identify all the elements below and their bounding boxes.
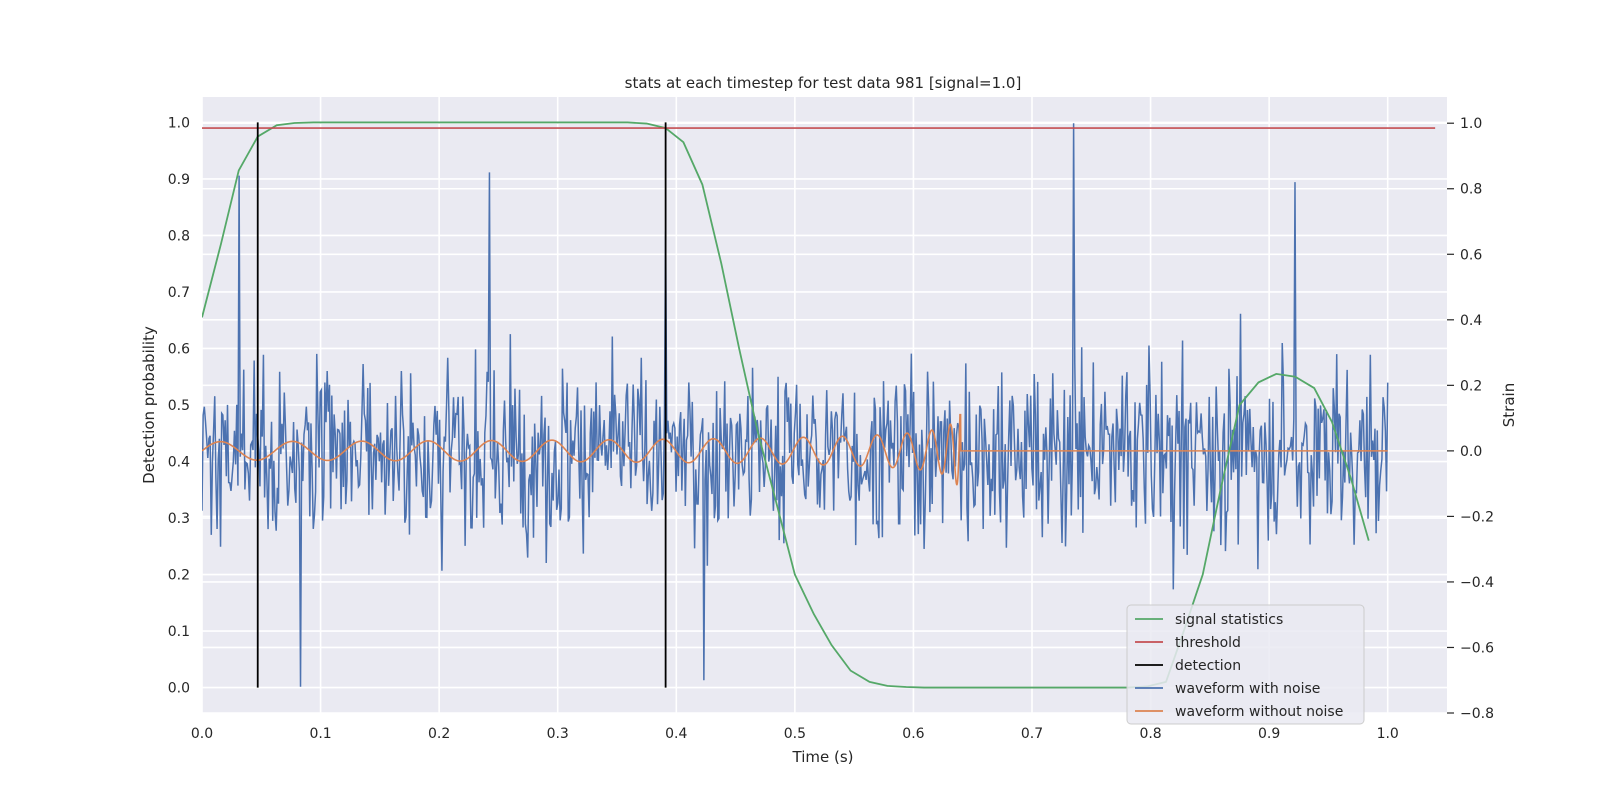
x-tick-label: 0.4 bbox=[665, 726, 687, 742]
y-right-tick-label: 1.0 bbox=[1460, 116, 1482, 132]
legend-entry: waveform without noise bbox=[1175, 704, 1343, 720]
legend-entry: detection bbox=[1175, 658, 1241, 674]
y-right-tick-label: −0.6 bbox=[1460, 640, 1494, 656]
y-right-tick-label: 0.8 bbox=[1460, 182, 1482, 198]
x-axis-label: Time (s) bbox=[792, 748, 854, 766]
legend-entry: signal statistics bbox=[1175, 612, 1283, 628]
y-tick-label: 0.7 bbox=[168, 285, 190, 301]
y-right-tick-label: 0.2 bbox=[1460, 378, 1482, 394]
y-right-tick-label: −0.2 bbox=[1460, 509, 1494, 525]
x-axis: 0.0 0.1 0.2 0.3 0.4 0.5 0.6 0.7 0.8 0.9 1.0 bbox=[191, 726, 1399, 742]
y-right-tick-label: −0.4 bbox=[1460, 575, 1494, 591]
y-tick-label: 0.2 bbox=[168, 568, 190, 584]
y-tick-label: 0.3 bbox=[168, 511, 190, 527]
x-tick-label: 0.2 bbox=[428, 726, 450, 742]
y-tick-label: 0.1 bbox=[168, 624, 190, 640]
x-tick-label: 1.0 bbox=[1377, 726, 1399, 742]
y-axis-right-label: Strain bbox=[1500, 383, 1518, 427]
x-tick-label: 0.5 bbox=[784, 726, 806, 742]
y-axis-label: Detection probability bbox=[140, 326, 158, 484]
series-waveform-with-noise bbox=[202, 123, 1389, 687]
y-tick-label: 0.8 bbox=[168, 228, 190, 244]
y-tick-label: 1.0 bbox=[168, 115, 190, 131]
y-tick-label: 0.9 bbox=[168, 172, 190, 188]
left-y-axis: 0.0 0.1 0.2 0.3 0.4 0.5 0.6 0.7 0.8 0.9 1.0 bbox=[168, 115, 190, 696]
y-tick-label: 0.0 bbox=[168, 681, 190, 697]
x-tick-label: 0.7 bbox=[1021, 726, 1043, 742]
x-tick-label: 0.0 bbox=[191, 726, 213, 742]
legend-entry: waveform with noise bbox=[1175, 681, 1320, 697]
y-tick-label: 0.5 bbox=[168, 398, 190, 414]
x-tick-label: 0.1 bbox=[309, 726, 331, 742]
x-tick-label: 0.9 bbox=[1258, 726, 1280, 742]
y-tick-label: 0.4 bbox=[168, 455, 190, 471]
chart-title: stats at each timestep for test data 981… bbox=[625, 74, 1022, 92]
legend-box bbox=[1126, 604, 1365, 725]
legend-entry: threshold bbox=[1175, 635, 1241, 651]
y-right-tick-label: 0.4 bbox=[1460, 313, 1482, 329]
y-right-tick-label: 0.6 bbox=[1460, 247, 1482, 263]
right-y-axis: −0.8 −0.6 −0.4 −0.2 0.0 0.2 0.4 0.6 0.8 1.0 bbox=[1447, 116, 1494, 722]
x-tick-label: 0.8 bbox=[1139, 726, 1161, 742]
legend: signal statistics threshold detection wavef… bbox=[1126, 604, 1365, 725]
y-tick-label: 0.6 bbox=[168, 341, 190, 357]
x-tick-label: 0.6 bbox=[902, 726, 924, 742]
y-right-tick-label: −0.8 bbox=[1460, 706, 1494, 722]
y-right-tick-label: 0.0 bbox=[1460, 444, 1482, 460]
series-waveform-without-noise bbox=[202, 413, 1388, 486]
x-tick-label: 0.3 bbox=[547, 726, 569, 742]
